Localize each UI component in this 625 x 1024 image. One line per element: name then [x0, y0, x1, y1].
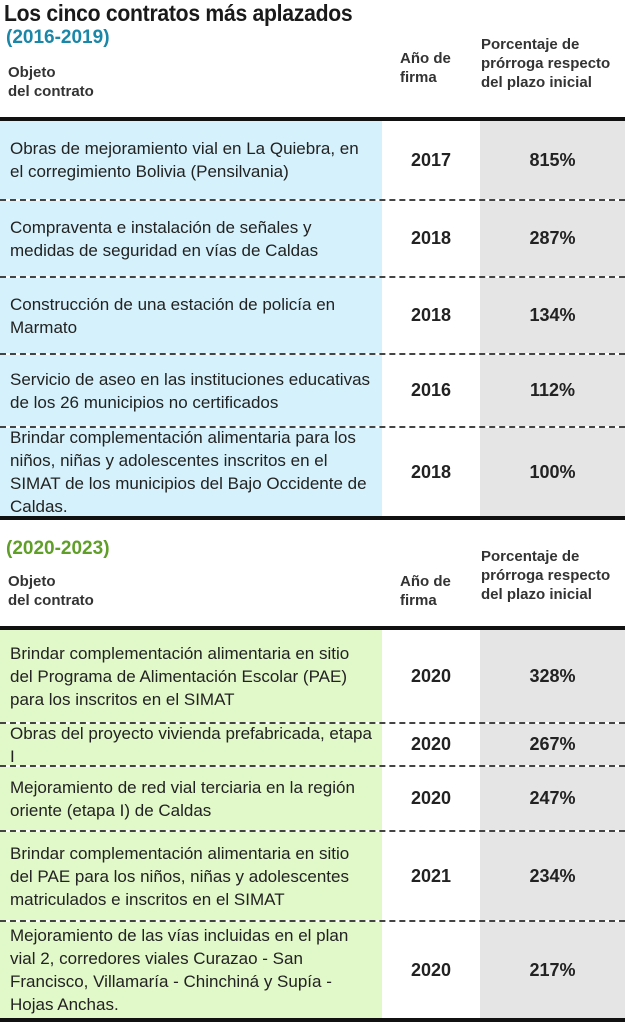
header-anio: Año de firma: [400, 573, 451, 609]
table-row: Servicio de aseo en las instituciones ed…: [0, 353, 625, 426]
contract-percentage: 287%: [480, 201, 625, 276]
contract-objeto: Brindar complementación alimentaria en s…: [0, 630, 382, 722]
contract-percentage: 100%: [480, 428, 625, 516]
contract-year: 2016: [410, 380, 452, 400]
contract-year: 2020: [410, 665, 452, 686]
contract-percentage: 234%: [480, 832, 625, 920]
contract-objeto: Servicio de aseo en las instituciones ed…: [0, 355, 382, 426]
contract-percentage: 217%: [480, 922, 625, 1018]
header-anio: Año de firma: [400, 50, 451, 86]
contract-objeto: Obras de mejoramiento vial en La Quiebra…: [0, 121, 382, 199]
contract-objeto: Mejoramiento de red vial terciaria en la…: [0, 767, 382, 830]
period-label-2016-2019: (2016-2019): [6, 27, 110, 48]
contract-year: 2018: [410, 228, 452, 248]
contract-percentage: 815%: [480, 121, 625, 199]
contracts-table-2020-2023: Brindar complementación alimentaria en s…: [0, 626, 625, 1022]
contract-percentage: 112%: [480, 355, 625, 426]
contract-year: 2020: [410, 959, 452, 980]
contracts-table-2016-2019: Obras de mejoramiento vial en La Quiebra…: [0, 117, 625, 520]
contract-objeto: Brindar complementación alimentaria para…: [0, 428, 382, 516]
header-objeto: Objeto del contrato: [8, 573, 94, 609]
contract-percentage: 267%: [480, 724, 625, 765]
table-row: Brindar complementación alimentaria para…: [0, 426, 625, 516]
header-porcentaje: Porcentaje de prórroga respecto del plaz…: [481, 548, 611, 603]
table-row: Mejoramiento de las vías incluidas en el…: [0, 920, 625, 1018]
header-porcentaje: Porcentaje de prórroga respecto del plaz…: [481, 36, 611, 91]
table-row: Mejoramiento de red vial terciaria en la…: [0, 765, 625, 830]
table-row: Construcción de una estación de policía …: [0, 276, 625, 353]
contract-percentage: 134%: [480, 278, 625, 353]
contract-percentage: 328%: [480, 630, 625, 722]
period-label-2020-2023: (2020-2023): [6, 538, 110, 559]
contract-year: 2021: [410, 865, 452, 886]
contract-year: 2018: [410, 461, 452, 482]
contract-year: 2017: [410, 149, 452, 170]
table-row: Obras de mejoramiento vial en La Quiebra…: [0, 121, 625, 199]
contract-year: 2018: [410, 305, 452, 325]
contract-objeto: Mejoramiento de las vías incluidas en el…: [0, 922, 382, 1018]
table-row: Obras del proyecto vivienda prefabricada…: [0, 722, 625, 766]
page-title: Los cinco contratos más aplazados: [4, 0, 353, 26]
table-row: Brindar complementación alimentaria en s…: [0, 630, 625, 722]
contract-year: 2020: [410, 734, 452, 754]
contract-objeto: Obras del proyecto vivienda prefabricada…: [0, 724, 382, 766]
contract-percentage: 247%: [480, 767, 625, 830]
contract-objeto: Brindar complementación alimentaria en s…: [0, 832, 382, 920]
contract-year: 2020: [410, 788, 452, 808]
table-row: Brindar complementación alimentaria en s…: [0, 830, 625, 920]
header-objeto: Objeto del contrato: [8, 64, 94, 100]
table-row: Compraventa e instalación de señales y m…: [0, 199, 625, 276]
contract-objeto: Compraventa e instalación de señales y m…: [0, 201, 382, 276]
contract-objeto: Construcción de una estación de policía …: [0, 278, 382, 353]
